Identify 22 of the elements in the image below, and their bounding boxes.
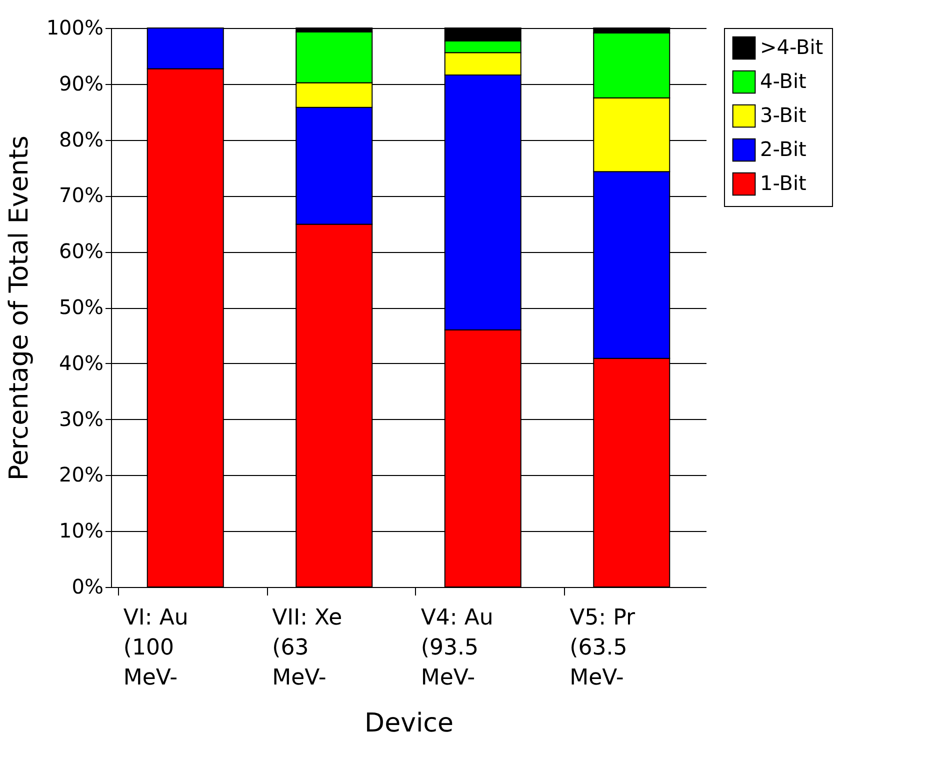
- y-tick-label: 90%: [59, 71, 104, 96]
- x-tick-label: VII: Xe (63 MeV-: [272, 606, 342, 690]
- y-tick-label: 40%: [59, 350, 104, 375]
- y-tick-label: 10%: [59, 518, 104, 543]
- y-tick-label: 20%: [59, 462, 104, 487]
- y-tick-label: 30%: [59, 406, 104, 431]
- y-tick-label: 80%: [59, 127, 104, 152]
- legend-label: 1-Bit: [760, 171, 807, 195]
- y-tick-label: 60%: [59, 239, 104, 264]
- x-axis-title: Device: [364, 708, 454, 738]
- x-tick-label: V5: Pr (63.5 MeV-: [570, 606, 636, 690]
- y-tick-label: 0%: [72, 574, 104, 598]
- x-tick-label: V4: Au (93.5 MeV-: [420, 606, 494, 690]
- legend-label: >4-Bit: [760, 35, 824, 59]
- y-tick-label: 50%: [59, 295, 104, 319]
- y-axis-title: Percentage of Total Events: [4, 136, 34, 480]
- legend-label: 3-Bit: [760, 103, 807, 127]
- legend-label: 4-Bit: [760, 69, 807, 93]
- legend-label: 2-Bit: [760, 137, 807, 161]
- x-tick-label: VI: Au (100 MeV-: [123, 606, 188, 690]
- y-tick-label: 70%: [59, 183, 104, 208]
- y-tick-label: 100%: [46, 16, 104, 40]
